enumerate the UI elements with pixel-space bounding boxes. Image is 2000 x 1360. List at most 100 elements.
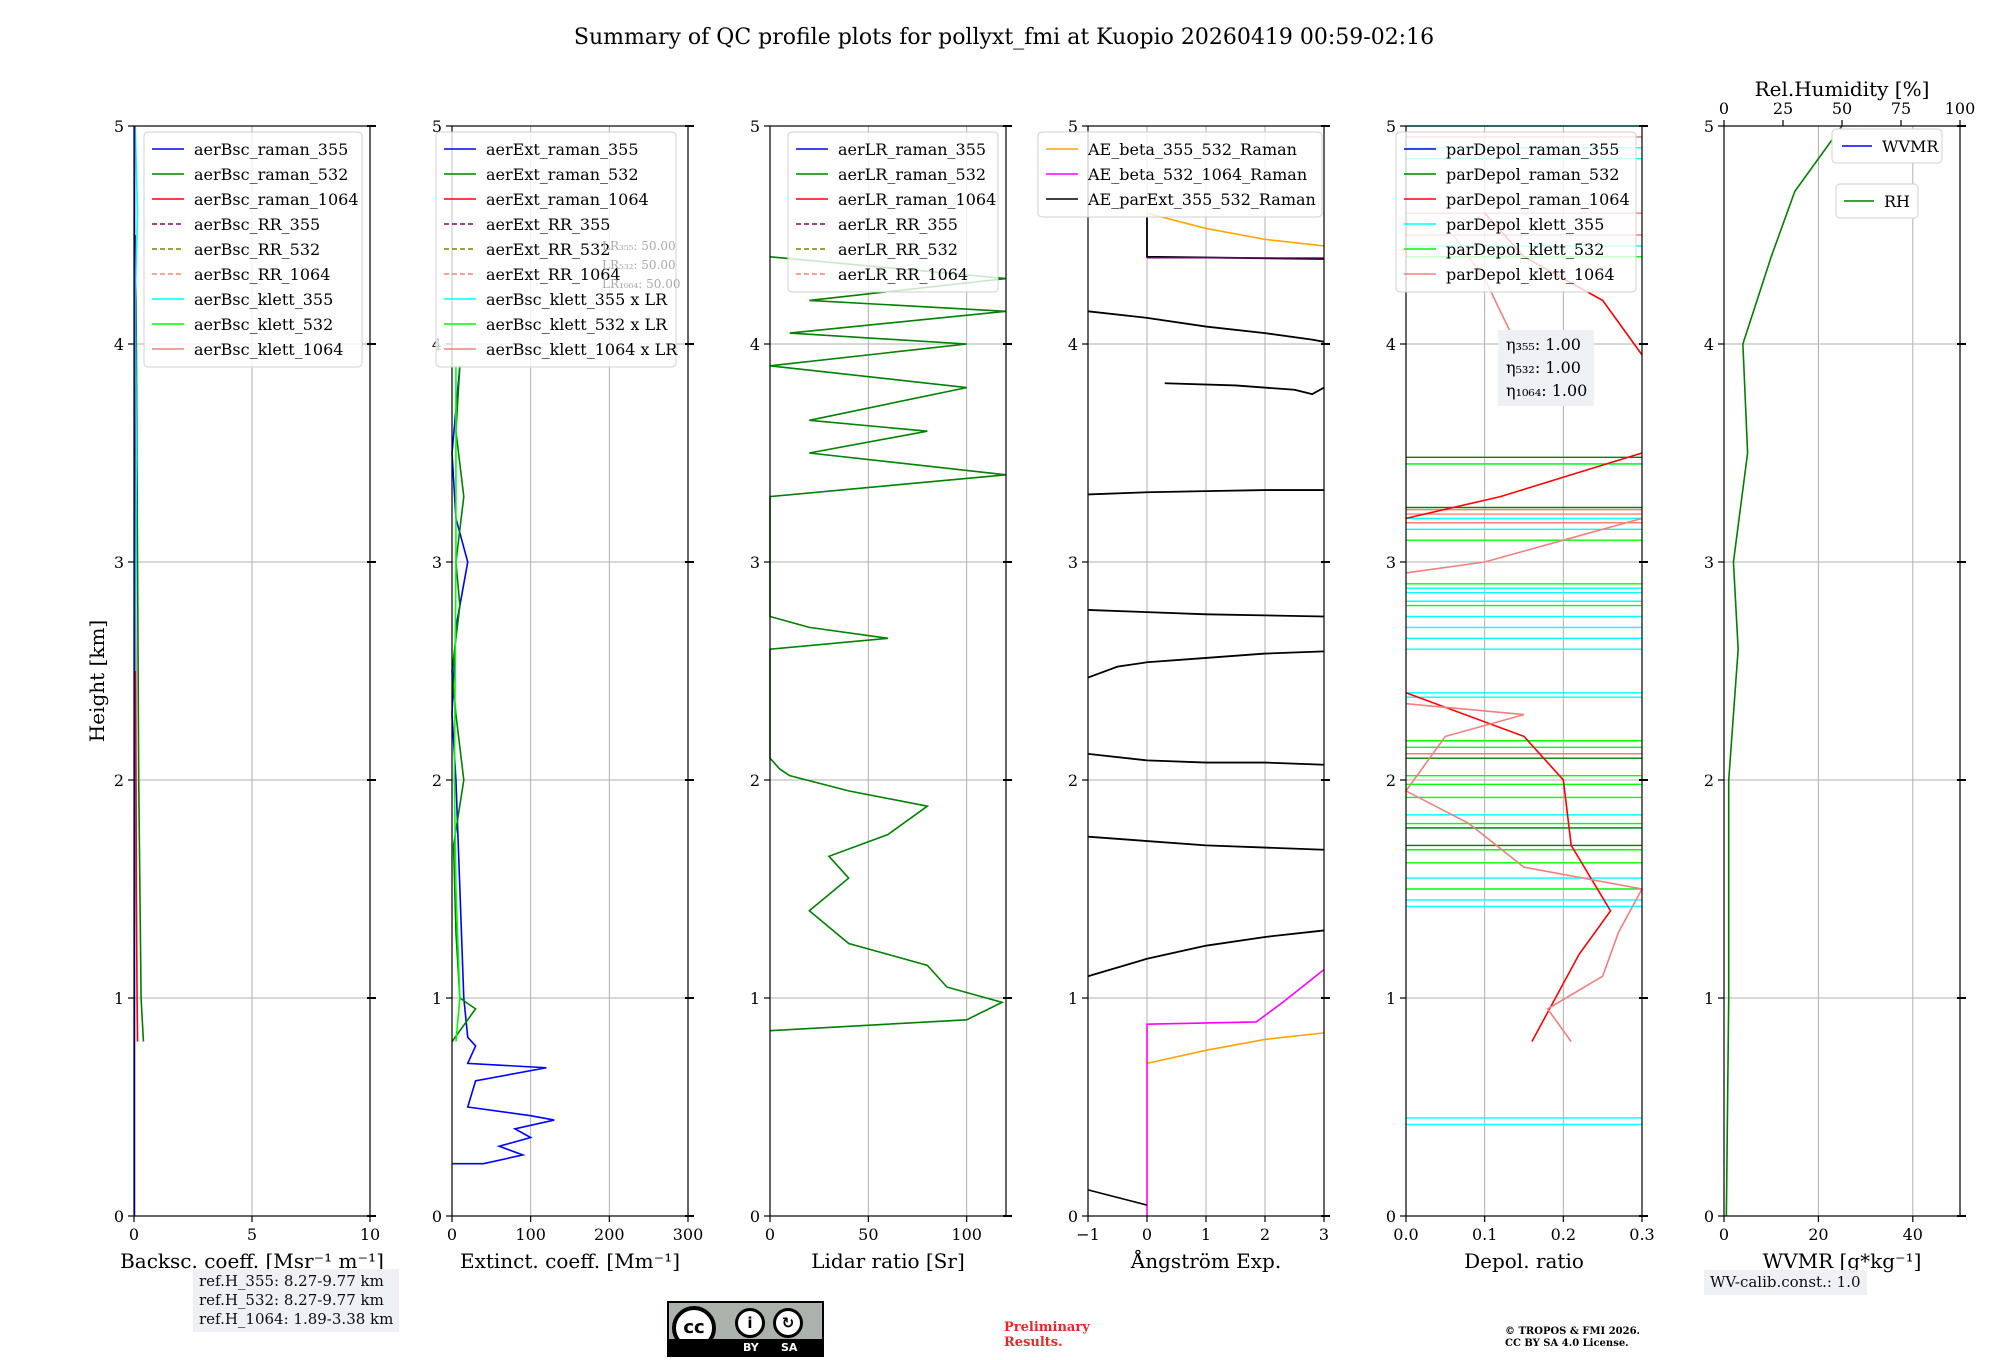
- legend-box: [1395, 131, 1637, 293]
- y-tick-label: 1: [1704, 989, 1714, 1008]
- x-tick-label: 20: [1808, 1225, 1828, 1244]
- lidar-ratio-label: LR₃₅₅: 50.00: [602, 239, 676, 253]
- series-AE_beta_355_532_Raman-upper: [1146, 212, 1325, 247]
- reference-height-box: ref.H_355: 8.27-9.77 km ref.H_532: 8.27-…: [193, 1269, 400, 1332]
- eta-box: [1498, 330, 1594, 406]
- attribution-icon: i: [735, 1308, 765, 1338]
- x-axis-label: Ångström Exp.: [1130, 1248, 1281, 1273]
- y-tick-label: 1: [432, 989, 442, 1008]
- legend-label: aerLR_raman_532: [838, 165, 986, 184]
- ae-parext-segment: [1087, 489, 1324, 496]
- legend-label: aerLR_raman_1064: [838, 190, 996, 209]
- share-alike-icon: ↻: [773, 1308, 803, 1338]
- legend-angstrom: AE_beta_355_532_Raman AE_beta_532_1064_Ra…: [1037, 131, 1323, 218]
- y-tick-label: 5: [750, 117, 760, 136]
- legend-label: aerBsc_klett_1064 x LR: [486, 340, 678, 359]
- x-top-tick-label: 75: [1891, 99, 1911, 118]
- x-tick-label: 100: [951, 1225, 982, 1244]
- copyright-line-2: CC BY SA 4.0 License.: [1505, 1338, 1629, 1349]
- ae-parext-segment: [1146, 217, 1325, 260]
- y-tick-label: 4: [1704, 335, 1714, 354]
- x-tick-label: 0.1: [1472, 1225, 1497, 1244]
- series-AE_parExt_355_532_Raman: [1087, 1189, 1148, 1206]
- legend-backscatter: aerBsc_raman_355 aerBsc_raman_532 aerBsc_r…: [143, 131, 363, 368]
- eta-label: η₅₃₂: 1.00: [1506, 358, 1581, 377]
- legend-label: aerBsc_klett_1064: [194, 340, 343, 359]
- x-tick-label: 0: [1719, 1225, 1729, 1244]
- y-tick-label: 2: [114, 771, 124, 790]
- series-aerBsc_raman_532: [134, 234, 145, 1042]
- y-tick-label: 1: [1386, 989, 1396, 1008]
- legend-box: [1835, 183, 1919, 219]
- ref-height-355: ref.H_355: 8.27-9.77 km: [199, 1272, 384, 1290]
- legend-label: AE_beta_355_532_Raman: [1087, 140, 1297, 159]
- x-tick-label: 50: [858, 1225, 878, 1244]
- legend-lidar_ratio: aerLR_raman_355 aerLR_raman_532 aerLR_rama…: [787, 131, 999, 293]
- legend-label: parDepol_raman_532: [1446, 165, 1619, 184]
- y-tick-label: 2: [432, 771, 442, 790]
- legend-label: aerBsc_RR_1064: [194, 265, 330, 284]
- legend-label: aerExt_raman_1064: [486, 190, 649, 209]
- y-tick-label: 4: [1068, 335, 1078, 354]
- y-tick-label: 4: [1386, 335, 1396, 354]
- legend-wvmr: WVMR RH: [1831, 128, 1943, 219]
- legend-label: aerBsc_klett_532: [194, 315, 333, 334]
- legend-label: WVMR: [1882, 137, 1939, 156]
- ae-parext-segment: [1087, 752, 1325, 766]
- y-tick-label: 0: [1386, 1207, 1396, 1226]
- y-tick-label: 4: [750, 335, 760, 354]
- y-tick-label: 5: [432, 117, 442, 136]
- x-axis-label: Lidar ratio [Sr]: [811, 1249, 965, 1273]
- y-tick-label: 5: [1068, 117, 1078, 136]
- legend-label: aerLR_raman_355: [838, 140, 986, 159]
- legend-label: parDepol_raman_355: [1446, 140, 1619, 159]
- legend-label: aerExt_raman_532: [486, 165, 639, 184]
- y-tick-label: 0: [750, 1207, 760, 1226]
- wv-calibration-box: WV-calib.const.: 1.0: [1704, 1270, 1867, 1295]
- x-tick-label: 0: [765, 1225, 775, 1244]
- ae-parext-segment: [1087, 929, 1325, 978]
- axes-frame: [451, 125, 689, 1217]
- legend-label: aerLR_RR_532: [838, 240, 958, 259]
- y-tick-label: 4: [114, 335, 124, 354]
- legend-label: parDepol_klett_532: [1446, 240, 1604, 259]
- legend-box: [1831, 128, 1943, 164]
- eta-label: η₁₀₆₄: 1.00: [1506, 381, 1587, 400]
- y-tick-label: 3: [114, 553, 124, 572]
- ae-parext-segment: [1087, 650, 1325, 679]
- x-tick-label: 3: [1319, 1225, 1329, 1244]
- ae-parext-segment: [1087, 609, 1325, 618]
- panel-lidar_ratio: 0 50 100 0 1 2 3 4 5 Lidar ratio [Sr] aerLR_raman_…: [750, 117, 1012, 1273]
- series-AE_beta_355_532_Raman: [1146, 1032, 1325, 1065]
- x-tick-label: 10: [360, 1225, 380, 1244]
- copyright-notice: © TROPOS & FMI 2026. CC BY SA 4.0 Licens…: [1505, 1326, 1640, 1350]
- panel-extinction: 0100200300012345Extinct. coeff. [Mm⁻¹]ae…: [432, 117, 703, 1273]
- cc-badge-strip: [669, 1339, 822, 1355]
- series-aerExt_raman_355: [451, 365, 555, 1165]
- legend-label: parDepol_klett_355: [1446, 215, 1604, 234]
- lidar-ratio-label: LR₁₀₆₄: 50.00: [602, 277, 680, 291]
- y-tick-label: 2: [1386, 771, 1396, 790]
- series-RH: [1725, 125, 1843, 1217]
- legend-label: aerLR_RR_355: [838, 215, 958, 234]
- cc-by-label: BY: [743, 1341, 759, 1354]
- legend-label: AE_parExt_355_532_Raman: [1087, 190, 1316, 209]
- legend-depol: parDepol_raman_355 parDepol_raman_532 parD…: [1395, 131, 1637, 293]
- copyright-line-1: © TROPOS & FMI 2026.: [1505, 1326, 1641, 1337]
- x-top-tick-label: 0: [1719, 99, 1729, 118]
- x-top-tick-label: 50: [1832, 99, 1852, 118]
- ref-height-532: ref.H_532: 8.27-9.77 km: [199, 1291, 384, 1309]
- legend-label: aerBsc_RR_355: [194, 215, 320, 234]
- y-tick-label: 3: [432, 553, 442, 572]
- legend-label: aerExt_RR_1064: [486, 265, 621, 284]
- y-tick-label: 3: [1386, 553, 1396, 572]
- series-aerBsc_klett_532 x LR: [453, 365, 461, 1042]
- cc-sa-label: SA: [781, 1341, 798, 1354]
- ae-parext-segment: [1164, 382, 1325, 396]
- legend-box: [787, 131, 999, 293]
- legend-label: aerBsc_klett_355 x LR: [486, 290, 668, 309]
- legend-label: RH: [1884, 192, 1910, 211]
- y-tick-label: 3: [1068, 553, 1078, 572]
